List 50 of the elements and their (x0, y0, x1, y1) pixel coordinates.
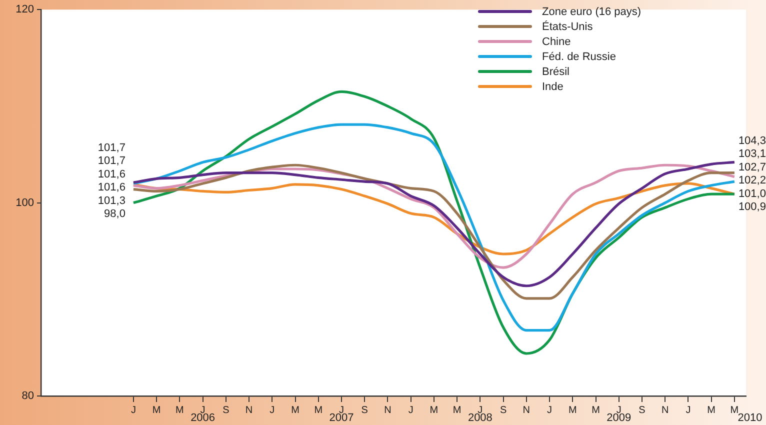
text: 2010 (738, 412, 762, 424)
x-tick-label: M (152, 404, 161, 416)
annotation: 101,3 (98, 194, 126, 207)
text: 2009 (606, 412, 632, 424)
annotation: 100,9 (738, 201, 766, 214)
x-tick-label: S (222, 404, 230, 416)
x-tick-label: S (361, 404, 368, 416)
x-tick-label: S (500, 404, 507, 416)
annotation: 102,7 (738, 161, 766, 174)
x-tick-label: J (686, 404, 691, 416)
annotation: 102,2 (738, 174, 766, 187)
annotation: 101,7 (98, 155, 126, 168)
legend-label: Brésil (542, 66, 570, 78)
annotation: 98,0 (104, 208, 126, 220)
x-tick-label: J (547, 404, 552, 416)
x-tick-label: M (430, 404, 438, 416)
legend-label: Féd. de Russie (542, 50, 616, 62)
line-series (132, 123, 736, 332)
legend-label: Chine (542, 36, 571, 48)
x-tick-label: J (270, 404, 275, 416)
x-tick-label: M (291, 404, 300, 416)
annotation: 104,3 (738, 135, 766, 148)
x-tick-label: J (408, 404, 414, 416)
x-tick-label: N (384, 404, 392, 416)
y-tick-label: 100 (16, 196, 34, 209)
text: 2007 (329, 412, 354, 424)
text: 2006 (190, 412, 216, 424)
x-tick-label: M (707, 404, 716, 416)
x-tick-label: N (661, 404, 669, 416)
x-tick-label: M (176, 404, 184, 416)
x-tick-label: M (592, 404, 600, 416)
annotation: 101,0 (738, 188, 766, 200)
annotation: 101,7 (98, 142, 126, 154)
legend-label: États-Unis (542, 20, 593, 32)
y-tick-label: 80 (22, 390, 34, 402)
x-tick-label: N (245, 404, 253, 416)
x-tick-label: N (522, 404, 530, 416)
annotation: 101,6 (98, 182, 126, 194)
annotation: 101,6 (98, 168, 126, 180)
x-tick-label: M (568, 404, 577, 416)
x-tick-label: M (452, 404, 462, 416)
legend-label: Zone euro (16 pays) (542, 6, 642, 18)
y-tick-label: 120 (16, 4, 34, 16)
legend-label: Inde (542, 80, 564, 92)
x-tick-label: M (314, 404, 323, 416)
text: 2008 (468, 412, 492, 424)
x-tick-label: S (638, 404, 646, 416)
x-tick-label: M (730, 404, 739, 416)
x-tick-label: J (130, 404, 136, 416)
annotation: 103,1 (738, 148, 766, 160)
